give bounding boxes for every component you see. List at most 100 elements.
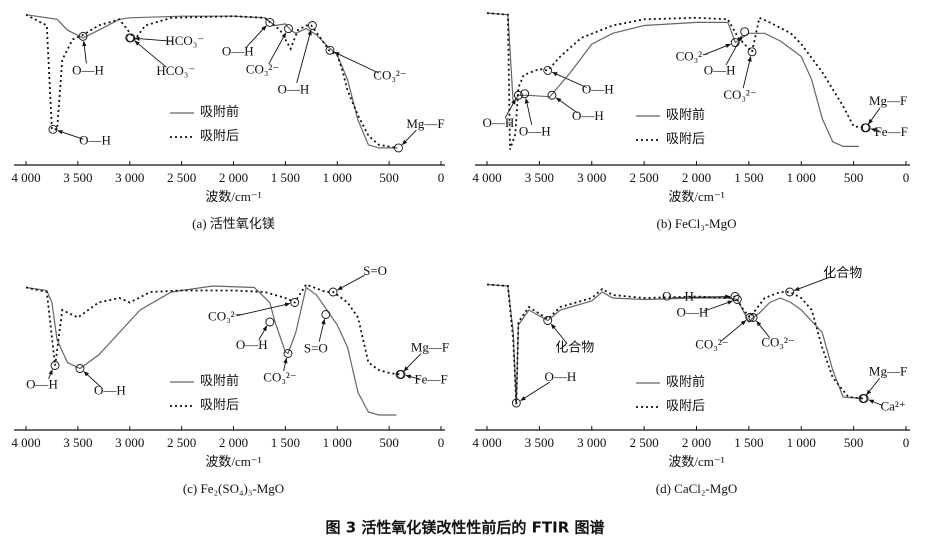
- annotation-arrow: [318, 318, 326, 342]
- annotation-marker: [730, 292, 740, 301]
- annotation-arrow: [551, 71, 587, 88]
- x-tick-label: 2 500: [630, 435, 659, 450]
- annotation-label: CO₃²⁻: [246, 62, 279, 77]
- annotation-arrow: [57, 130, 84, 140]
- annotation-arrow: [403, 353, 422, 372]
- annotation-marker: [745, 313, 755, 322]
- annotation-marker: [325, 45, 335, 55]
- annotation-arrow: [868, 399, 882, 406]
- spectrum-line: [25, 285, 397, 416]
- panel: 4 000 3 500 3 000 2 500 2 000 1 500 1 000 500 0 波…: [11, 263, 449, 496]
- annotation-label: HCO₃⁻: [165, 33, 204, 48]
- annotation-arrow: [756, 320, 771, 339]
- annotation-label: O—H: [236, 337, 268, 352]
- annotation-label: Fe—F: [875, 124, 908, 139]
- chart-title: (c) Fe₂(SO₄)₃-MgO: [183, 481, 284, 496]
- annotation-label: O—H: [26, 376, 58, 391]
- annotation-arrow: [703, 43, 732, 56]
- annotation-marker: [747, 47, 757, 57]
- chart-title: (a) 活性氧化镁: [192, 216, 275, 231]
- annotation-arrow: [504, 98, 516, 118]
- annotation-label: CO₃²⁻: [208, 308, 241, 323]
- annotation-arrow: [550, 323, 567, 344]
- x-tick-label: 4 000: [11, 170, 40, 185]
- annotation-marker: [284, 24, 293, 34]
- annotation-label: 化合物: [823, 265, 862, 280]
- x-tick-label: 4 000: [472, 435, 501, 450]
- annotation-marker: [861, 123, 871, 133]
- x-tick-label: 500: [844, 170, 864, 185]
- legend-label: 吸附前: [666, 107, 705, 122]
- annotation-marker: [859, 394, 869, 403]
- annotation-label: O—H: [519, 124, 551, 139]
- annotation-label: CO₃²⁻: [676, 49, 709, 64]
- x-tick-label: 3 500: [63, 435, 92, 450]
- annotation-marker: [78, 31, 88, 41]
- annotation-marker: [740, 27, 750, 37]
- annotation-arrow: [524, 98, 533, 126]
- annotation-arrow: [258, 325, 268, 340]
- x-tick-label: 2 000: [219, 170, 248, 185]
- x-tick-label: 1 500: [271, 435, 300, 450]
- annotation-label: O—H: [662, 288, 694, 303]
- x-tick-label: 3 500: [525, 170, 554, 185]
- x-axis-label: 波数/cm⁻¹: [668, 454, 724, 469]
- legend-label: 吸附后: [200, 128, 239, 143]
- x-tick-label: 1 500: [271, 170, 300, 185]
- annotation-marker: [543, 316, 553, 325]
- spectrum-line: [486, 283, 864, 405]
- annotation-marker: [511, 398, 521, 408]
- annotation-label: CO₃²⁻: [373, 67, 406, 82]
- annotation-arrow: [134, 40, 167, 68]
- annotation-marker: [290, 298, 300, 307]
- annotation-label: 化合物: [555, 339, 594, 354]
- annotation-marker: [48, 124, 58, 134]
- annotation-arrow: [703, 300, 734, 312]
- x-tick-label: 1 500: [734, 170, 763, 185]
- annotation-arrow: [134, 36, 173, 42]
- annotation-label: O—H: [79, 132, 111, 147]
- annotation-marker: [265, 317, 275, 327]
- annotation-arrow: [725, 35, 743, 66]
- x-tick-label: 4 000: [11, 435, 40, 450]
- annotation-arrow: [83, 371, 101, 387]
- spectrum-line: [486, 12, 866, 150]
- legend-label: 吸附前: [200, 373, 239, 388]
- legend-label: 吸附前: [200, 104, 239, 119]
- x-tick-label: 2 500: [630, 170, 659, 185]
- spectrum-line: [486, 12, 859, 147]
- annotation-label: O—H: [94, 382, 126, 397]
- x-tick-label: 3 000: [115, 170, 144, 185]
- annotation-label: O—H: [704, 63, 736, 78]
- x-axis-label: 波数/cm⁻¹: [205, 454, 261, 469]
- legend-label: 吸附后: [666, 131, 705, 146]
- annotation-arrow: [866, 377, 881, 396]
- annotation-arrow: [742, 56, 752, 89]
- annotation-marker: [50, 361, 60, 370]
- annotation-label: Fe—F: [414, 371, 447, 386]
- annotation-label: Mg—F: [869, 93, 907, 108]
- x-tick-label: 1 000: [787, 170, 816, 185]
- annotation-marker: [513, 90, 523, 100]
- annotation-marker: [730, 38, 740, 47]
- annotation-marker: [543, 65, 553, 75]
- legend-label: 吸附前: [666, 374, 705, 389]
- annotation-marker: [520, 89, 530, 99]
- x-tick-label: 3 000: [115, 435, 144, 450]
- spectrum-line: [25, 283, 401, 376]
- annotation-label: Mg—F: [869, 363, 907, 378]
- annotation-marker: [732, 295, 742, 304]
- legend-label: 吸附后: [200, 397, 239, 412]
- annotation-label: Ca²⁺: [880, 398, 905, 413]
- annotation-marker: [785, 287, 795, 297]
- annotation-label: O—H: [572, 108, 604, 123]
- annotation-label: CO₃²⁻: [761, 334, 794, 349]
- annotation-marker: [307, 21, 317, 30]
- legend-label: 吸附后: [666, 398, 705, 413]
- x-tick-label: 2 000: [682, 170, 711, 185]
- x-tick-label: 0: [438, 170, 445, 185]
- annotation-marker: [75, 364, 85, 373]
- chart-title: (d) CaCl₂-MgO: [656, 481, 737, 496]
- x-tick-label: 1 000: [787, 435, 816, 450]
- annotation-marker: [321, 310, 331, 319]
